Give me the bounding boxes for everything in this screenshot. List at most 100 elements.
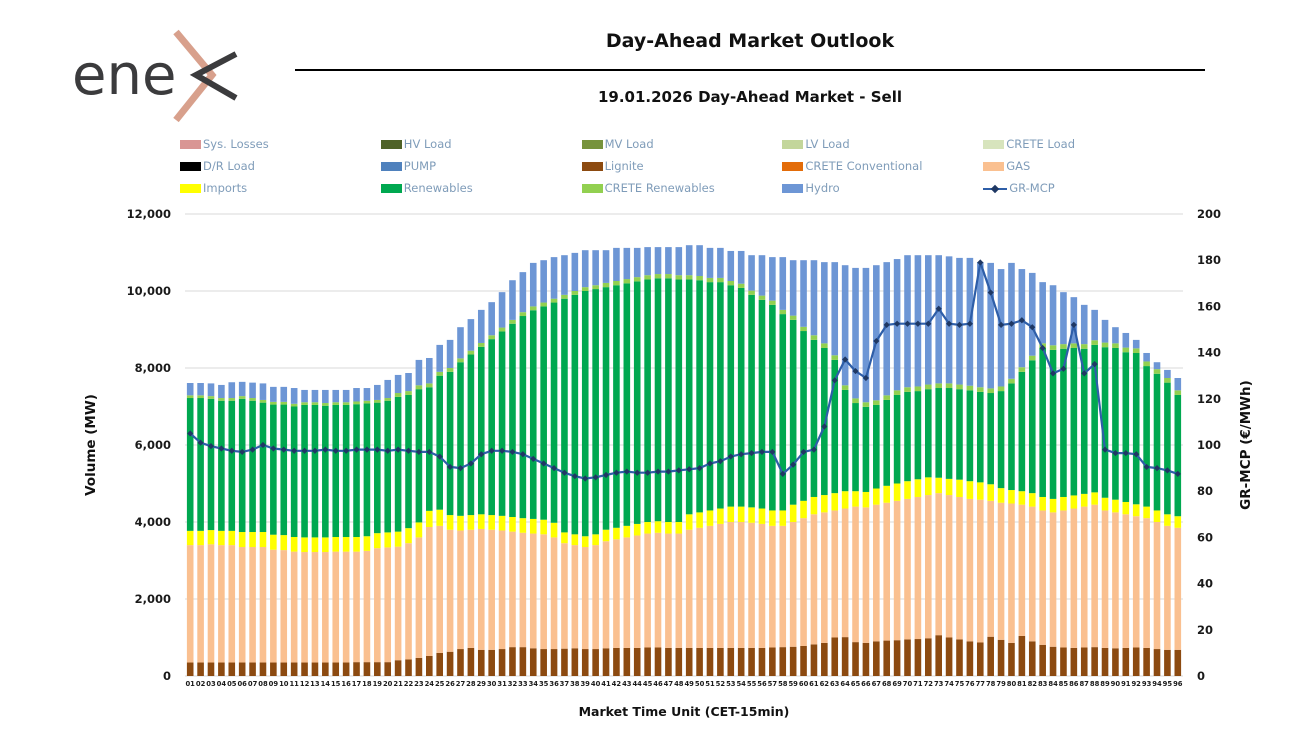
logo-text: ene: [72, 43, 176, 108]
mcp-line: [187, 259, 1181, 482]
svg-text:47: 47: [664, 680, 674, 688]
legend-item-pump: PUMP: [380, 158, 578, 175]
legend-item-crete-conventional: CRETE Conventional: [782, 158, 979, 175]
svg-text:23: 23: [414, 680, 424, 688]
svg-text:14: 14: [321, 680, 331, 688]
stacked-bars: [186, 245, 1182, 677]
title-divider: [295, 69, 1205, 71]
svg-text:83: 83: [1038, 680, 1048, 688]
svg-text:27: 27: [456, 680, 466, 688]
svg-text:92: 92: [1131, 680, 1141, 688]
bar-series-crete-renewables: [186, 274, 1182, 407]
svg-text:38: 38: [570, 680, 580, 688]
svg-text:72: 72: [924, 680, 934, 688]
svg-text:06: 06: [237, 680, 247, 688]
svg-text:36: 36: [549, 680, 559, 688]
svg-text:84: 84: [1048, 680, 1058, 688]
legend-swatch-icon: [581, 162, 603, 171]
svg-text:56: 56: [757, 680, 767, 688]
legend-label: PUMP: [403, 159, 437, 173]
svg-text:26: 26: [445, 680, 455, 688]
svg-text:61: 61: [809, 680, 819, 688]
svg-text:81: 81: [1017, 680, 1027, 688]
svg-text:33: 33: [518, 680, 528, 688]
legend-swatch-icon: [380, 140, 402, 149]
svg-text:64: 64: [840, 680, 850, 688]
svg-text:32: 32: [508, 680, 518, 688]
svg-text:37: 37: [560, 680, 570, 688]
svg-text:80: 80: [1197, 484, 1213, 498]
legend-item-imports: Imports: [180, 180, 377, 197]
svg-text:17: 17: [352, 680, 362, 688]
svg-text:09: 09: [269, 680, 279, 688]
chart-legend: Sys. Losses HV Load MV Load LV Load CRETE Lo…: [180, 136, 1180, 197]
legend-label: Hydro: [805, 181, 840, 195]
legend-swatch-icon: [180, 162, 201, 171]
legend-swatch-icon: [782, 184, 804, 193]
svg-text:90: 90: [1111, 680, 1121, 688]
svg-text:4,000: 4,000: [135, 515, 171, 529]
svg-text:86: 86: [1069, 680, 1079, 688]
svg-text:21: 21: [393, 680, 403, 688]
svg-text:95: 95: [1163, 680, 1173, 688]
legend-label: Lignite: [604, 159, 644, 173]
svg-text:62: 62: [820, 680, 830, 688]
svg-text:13: 13: [310, 680, 320, 688]
svg-text:0: 0: [163, 669, 171, 683]
legend-label: Sys. Losses: [203, 137, 269, 151]
svg-text:22: 22: [404, 680, 414, 688]
svg-text:39: 39: [580, 680, 590, 688]
svg-text:77: 77: [976, 680, 986, 688]
svg-text:02: 02: [196, 680, 206, 688]
svg-text:78: 78: [986, 680, 996, 688]
axis-tick-labels: 0 2,000 4,000 6,000 8,000 10,000 12,000 0 20 40 60…: [127, 207, 1221, 683]
chart-subtitle: 19.01.2026 Day-Ahead Market - Sell: [597, 88, 903, 106]
svg-text:200: 200: [1197, 207, 1221, 221]
svg-text:89: 89: [1100, 680, 1110, 688]
legend-label: CRETE Load: [1006, 137, 1076, 151]
legend-line-marker-icon: [983, 184, 1008, 194]
legend-label: CRETE Conventional: [805, 159, 923, 173]
svg-text:07: 07: [248, 680, 258, 688]
legend-swatch-icon: [581, 140, 603, 149]
svg-text:91: 91: [1121, 680, 1131, 688]
svg-text:54: 54: [736, 680, 746, 688]
svg-text:40: 40: [591, 680, 601, 688]
legend-label: LV Load: [805, 137, 850, 151]
svg-text:67: 67: [872, 680, 882, 688]
legend-swatch-icon: [180, 184, 201, 193]
legend-swatch-icon: [180, 140, 201, 149]
legend-item-gas: GAS: [983, 158, 1180, 175]
logo-chevron-accent-icon: [173, 29, 217, 123]
svg-text:57: 57: [768, 680, 778, 688]
svg-text:2,000: 2,000: [135, 592, 171, 606]
page-title: Day-Ahead Market Outlook: [605, 30, 895, 52]
legend-item-lv-load: LV Load: [782, 136, 979, 153]
legend-item-gr-mcp: GR-MCP: [983, 180, 1180, 197]
svg-text:40: 40: [1197, 577, 1213, 591]
svg-text:55: 55: [747, 680, 757, 688]
svg-text:88: 88: [1090, 680, 1100, 688]
enex-logo: ene: [72, 29, 238, 123]
legend-item-crete-renewables: CRETE Renewables: [581, 180, 779, 197]
legend-item-sys-losses: Sys. Losses: [180, 136, 377, 153]
legend-label: MV Load: [604, 137, 654, 151]
legend-swatch-icon: [983, 162, 1005, 171]
svg-text:18: 18: [362, 680, 372, 688]
svg-text:16: 16: [341, 680, 351, 688]
bar-series-gas: [186, 493, 1182, 663]
y-left-axis-title: Volume (MW): [83, 394, 99, 496]
svg-text:69: 69: [892, 680, 902, 688]
legend-swatch-icon: [782, 162, 804, 171]
svg-text:60: 60: [1197, 530, 1213, 544]
legend-item-hydro: Hydro: [782, 180, 979, 197]
svg-text:160: 160: [1197, 299, 1221, 313]
svg-text:20: 20: [1197, 623, 1213, 637]
svg-text:35: 35: [539, 680, 549, 688]
svg-text:03: 03: [206, 680, 216, 688]
legend-swatch-icon: [983, 140, 1005, 149]
legend-label: CRETE Renewables: [604, 181, 715, 195]
svg-text:30: 30: [487, 680, 497, 688]
